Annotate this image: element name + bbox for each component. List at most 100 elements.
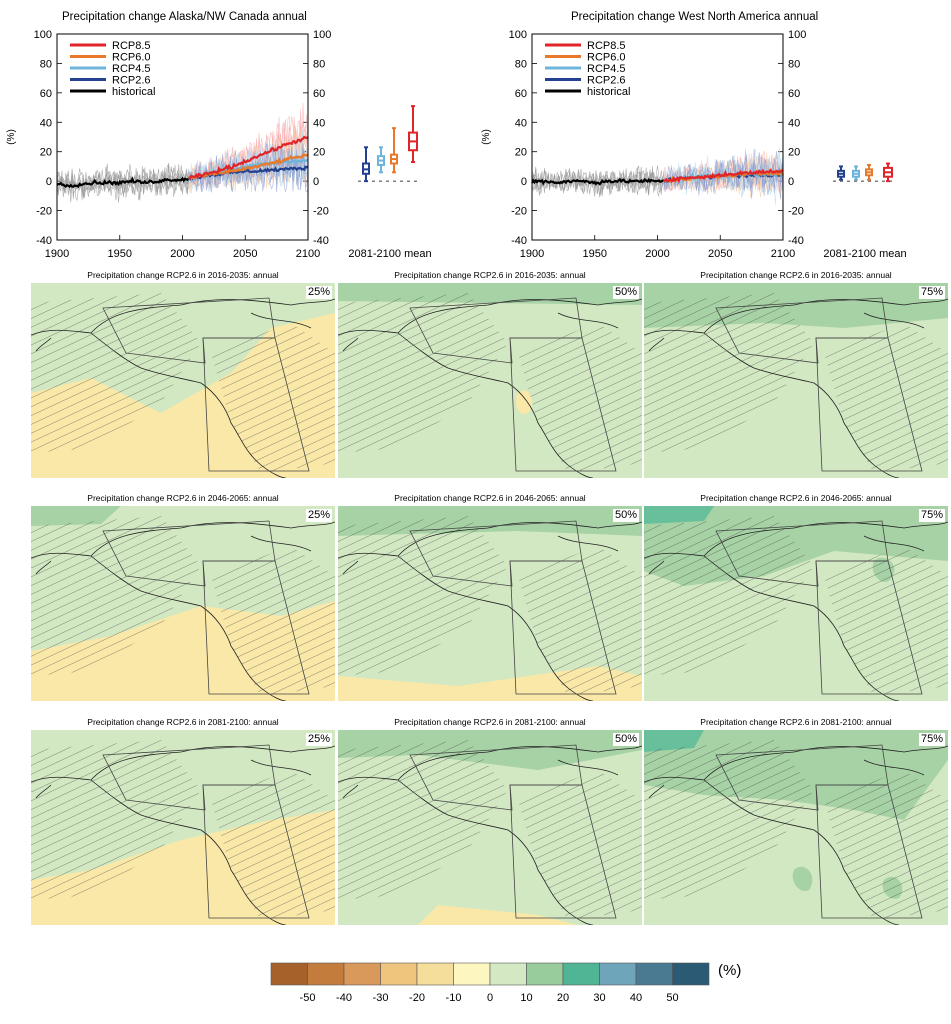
map-panel: 75% bbox=[644, 730, 948, 925]
percentile-label: 25% bbox=[305, 509, 332, 522]
significance-hatching bbox=[338, 516, 508, 676]
x-tick-label: 2050 bbox=[233, 248, 257, 260]
legend-label: RCP8.5 bbox=[112, 40, 151, 52]
precip-change-map bbox=[31, 283, 335, 478]
map-panel: 75% bbox=[644, 506, 948, 701]
region-outline-west-na bbox=[815, 560, 923, 695]
y-tick-label: 40 bbox=[40, 117, 52, 129]
y-tick-label-right: 100 bbox=[313, 29, 331, 41]
percentile-label: 50% bbox=[612, 509, 639, 522]
colorbar-segment bbox=[380, 962, 418, 986]
y-tick-label-right: 20 bbox=[313, 147, 325, 159]
box-axis-label: 2081-2100 mean bbox=[823, 248, 906, 260]
precip-change-map bbox=[644, 506, 948, 701]
significance-hatching bbox=[824, 323, 948, 473]
colorbar-tick-label: 10 bbox=[520, 992, 533, 1004]
significance-hatching bbox=[644, 516, 814, 676]
y-tick-label-right: -20 bbox=[313, 206, 329, 218]
y-tick-label-right: -40 bbox=[788, 235, 804, 247]
map-title: Precipitation change RCP2.6 in 2016-2035… bbox=[700, 270, 892, 280]
region-outline-west-na bbox=[509, 337, 617, 472]
significance-hatching bbox=[644, 740, 814, 900]
legend-label: RCP2.6 bbox=[587, 75, 626, 87]
coastline bbox=[644, 745, 948, 925]
y-tick-label-right: -40 bbox=[313, 235, 329, 247]
percentile-label: 25% bbox=[305, 733, 332, 746]
significance-hatching bbox=[644, 293, 814, 453]
plot-frame bbox=[531, 33, 784, 241]
region-outline-west-na bbox=[815, 337, 923, 472]
plot-frame bbox=[56, 33, 309, 241]
precip-change-map bbox=[31, 730, 335, 925]
y-tick-label-right: 80 bbox=[788, 58, 800, 70]
x-tick-label: 2000 bbox=[645, 248, 669, 260]
colorbar-tick-label: 50 bbox=[666, 992, 679, 1004]
region-outline-west-na bbox=[815, 784, 923, 919]
y-axis-label: (%) bbox=[6, 129, 17, 145]
map-title: Precipitation change RCP2.6 in 2081-2100… bbox=[87, 717, 279, 727]
map-panel: 25% bbox=[31, 283, 335, 478]
colorbar-segment bbox=[416, 962, 454, 986]
y-tick-label-right: 20 bbox=[788, 147, 800, 159]
y-tick-label: -40 bbox=[511, 235, 527, 247]
historical-member-line bbox=[531, 165, 665, 196]
colorbar-segment bbox=[453, 962, 491, 986]
y-tick-label-right: 80 bbox=[313, 58, 325, 70]
map-title: Precipitation change RCP2.6 in 2046-2065… bbox=[700, 493, 892, 503]
colorbar-unit: (%) bbox=[718, 962, 742, 979]
map-title: Precipitation change RCP2.6 in 2016-2035… bbox=[87, 270, 279, 280]
coastline bbox=[644, 521, 948, 701]
mean-line-historical bbox=[531, 177, 665, 186]
colorbar-segment bbox=[635, 962, 673, 986]
chart-title-west-na: Precipitation change West North America … bbox=[571, 11, 819, 23]
significance-hatching bbox=[824, 546, 948, 696]
percentile-label: 75% bbox=[918, 733, 945, 746]
significance-hatching bbox=[518, 770, 642, 920]
map-title: Precipitation change RCP2.6 in 2046-2065… bbox=[87, 493, 279, 503]
y-tick-label-right: 40 bbox=[313, 117, 325, 129]
y-tick-label-right: 0 bbox=[788, 176, 794, 188]
map-title: Precipitation change RCP2.6 in 2081-2100… bbox=[394, 717, 586, 727]
precip-change-map bbox=[31, 506, 335, 701]
colorbar-tick-label: -20 bbox=[409, 992, 425, 1004]
colorbar-tick-label: 20 bbox=[556, 992, 570, 1004]
significance-hatching bbox=[211, 770, 335, 920]
x-tick-label: 1900 bbox=[520, 248, 544, 260]
y-tick-label-right: 100 bbox=[788, 29, 806, 41]
y-tick-label: -20 bbox=[36, 206, 52, 218]
region-outline-west-na bbox=[509, 784, 617, 919]
legend-label: historical bbox=[112, 86, 155, 98]
map-contour-region bbox=[418, 905, 578, 925]
x-tick-label: 2050 bbox=[708, 248, 732, 260]
y-tick-label-right: 60 bbox=[313, 88, 325, 100]
x-tick-label: 1950 bbox=[108, 248, 132, 260]
y-tick-label: -40 bbox=[36, 235, 52, 247]
x-tick-label: 1900 bbox=[45, 248, 69, 260]
colorbar bbox=[270, 962, 710, 986]
colorbar-tick-label: 30 bbox=[593, 992, 606, 1004]
y-tick-label: 60 bbox=[515, 88, 527, 100]
y-tick-label: 0 bbox=[521, 176, 527, 188]
coastline bbox=[338, 745, 642, 925]
colorbar-tick-label: 40 bbox=[629, 992, 643, 1004]
significance-hatching bbox=[31, 516, 201, 676]
coastline bbox=[338, 521, 642, 701]
precip-change-map bbox=[338, 730, 642, 925]
box-axis-label: 2081-2100 mean bbox=[348, 248, 431, 260]
y-tick-label: 80 bbox=[40, 58, 52, 70]
significance-hatching bbox=[518, 323, 642, 473]
y-axis-label: (%) bbox=[481, 129, 492, 145]
colorbar-segment bbox=[489, 962, 527, 986]
y-tick-label: 20 bbox=[515, 147, 527, 159]
legend-label: RCP4.5 bbox=[112, 63, 151, 75]
coastline bbox=[31, 298, 335, 478]
colorbar-segment bbox=[343, 962, 381, 986]
y-tick-label: 40 bbox=[515, 117, 527, 129]
historical-member-line bbox=[531, 169, 665, 197]
colorbar-tick-label: -10 bbox=[445, 992, 462, 1004]
significance-hatching bbox=[31, 293, 201, 453]
map-contour-region bbox=[644, 506, 714, 524]
y-tick-label: 0 bbox=[46, 176, 52, 188]
